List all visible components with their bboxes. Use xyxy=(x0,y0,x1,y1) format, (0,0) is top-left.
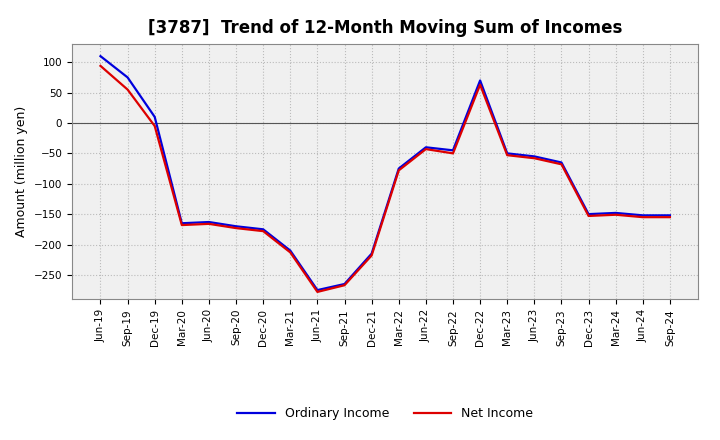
Y-axis label: Amount (million yen): Amount (million yen) xyxy=(15,106,28,237)
Net Income xyxy=(204,221,213,227)
Ordinary Income xyxy=(503,151,511,156)
Net Income xyxy=(639,215,647,220)
Net Income xyxy=(286,250,294,255)
Ordinary Income xyxy=(232,224,240,229)
Net Income xyxy=(611,212,620,217)
Ordinary Income xyxy=(665,213,674,218)
Net Income xyxy=(395,168,403,173)
Ordinary Income xyxy=(584,212,593,217)
Net Income xyxy=(557,161,566,167)
Net Income xyxy=(584,213,593,219)
Line: Ordinary Income: Ordinary Income xyxy=(101,56,670,290)
Ordinary Income xyxy=(476,78,485,83)
Ordinary Income xyxy=(96,54,105,59)
Ordinary Income xyxy=(123,75,132,80)
Net Income xyxy=(341,282,349,288)
Net Income xyxy=(530,156,539,161)
Net Income xyxy=(503,153,511,158)
Ordinary Income xyxy=(259,227,268,232)
Ordinary Income xyxy=(557,160,566,165)
Ordinary Income xyxy=(421,145,430,150)
Net Income xyxy=(232,225,240,231)
Net Income xyxy=(150,123,159,128)
Ordinary Income xyxy=(150,114,159,120)
Net Income xyxy=(476,82,485,88)
Ordinary Income xyxy=(286,248,294,253)
Net Income xyxy=(259,228,268,234)
Net Income xyxy=(313,289,322,294)
Net Income xyxy=(178,223,186,228)
Ordinary Income xyxy=(449,148,457,153)
Net Income xyxy=(123,87,132,92)
Ordinary Income xyxy=(395,166,403,171)
Line: Net Income: Net Income xyxy=(101,66,670,292)
Net Income xyxy=(96,63,105,69)
Ordinary Income xyxy=(341,281,349,286)
Ordinary Income xyxy=(178,220,186,226)
Net Income xyxy=(665,215,674,220)
Ordinary Income xyxy=(530,154,539,159)
Ordinary Income xyxy=(313,287,322,293)
Net Income xyxy=(421,147,430,152)
Ordinary Income xyxy=(204,220,213,225)
Ordinary Income xyxy=(639,213,647,218)
Net Income xyxy=(449,151,457,156)
Title: [3787]  Trend of 12-Month Moving Sum of Incomes: [3787] Trend of 12-Month Moving Sum of I… xyxy=(148,19,622,37)
Ordinary Income xyxy=(611,210,620,216)
Net Income xyxy=(367,253,376,258)
Ordinary Income xyxy=(367,251,376,256)
Legend: Ordinary Income, Net Income: Ordinary Income, Net Income xyxy=(232,403,539,425)
